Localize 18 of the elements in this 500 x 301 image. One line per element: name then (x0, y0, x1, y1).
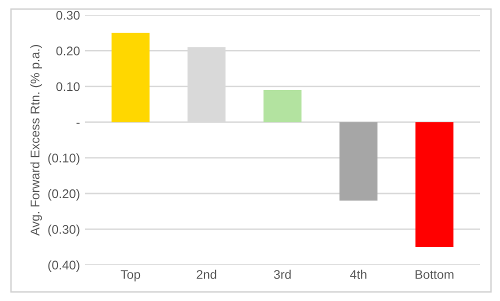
y-tick-label: 0.20 (56, 46, 80, 56)
x-tick-label: Top (120, 270, 140, 282)
x-tick-label: 2nd (196, 270, 216, 279)
y-tick-label: - (76, 122, 80, 124)
y-tick-label: (0.20) (48, 188, 80, 201)
y-tick-label: (0.30) (48, 224, 80, 236)
bar (264, 90, 302, 122)
x-tick-label: Bottom (416, 270, 454, 279)
y-axis-title: Avg. Forward Excess Rtn. (% p.a.) (30, 44, 42, 236)
y-tick-label: (0.40) (48, 260, 80, 272)
bar (112, 32, 150, 122)
y-tick-label: 0.30 (56, 10, 80, 20)
bar (415, 122, 454, 248)
x-tick-label: 4th (350, 270, 366, 279)
bar (339, 122, 378, 201)
x-tick-label: 3rd (274, 270, 291, 279)
y-tick-label: (0.10) (48, 153, 80, 165)
y-tick-label: 0.10 (56, 82, 80, 92)
